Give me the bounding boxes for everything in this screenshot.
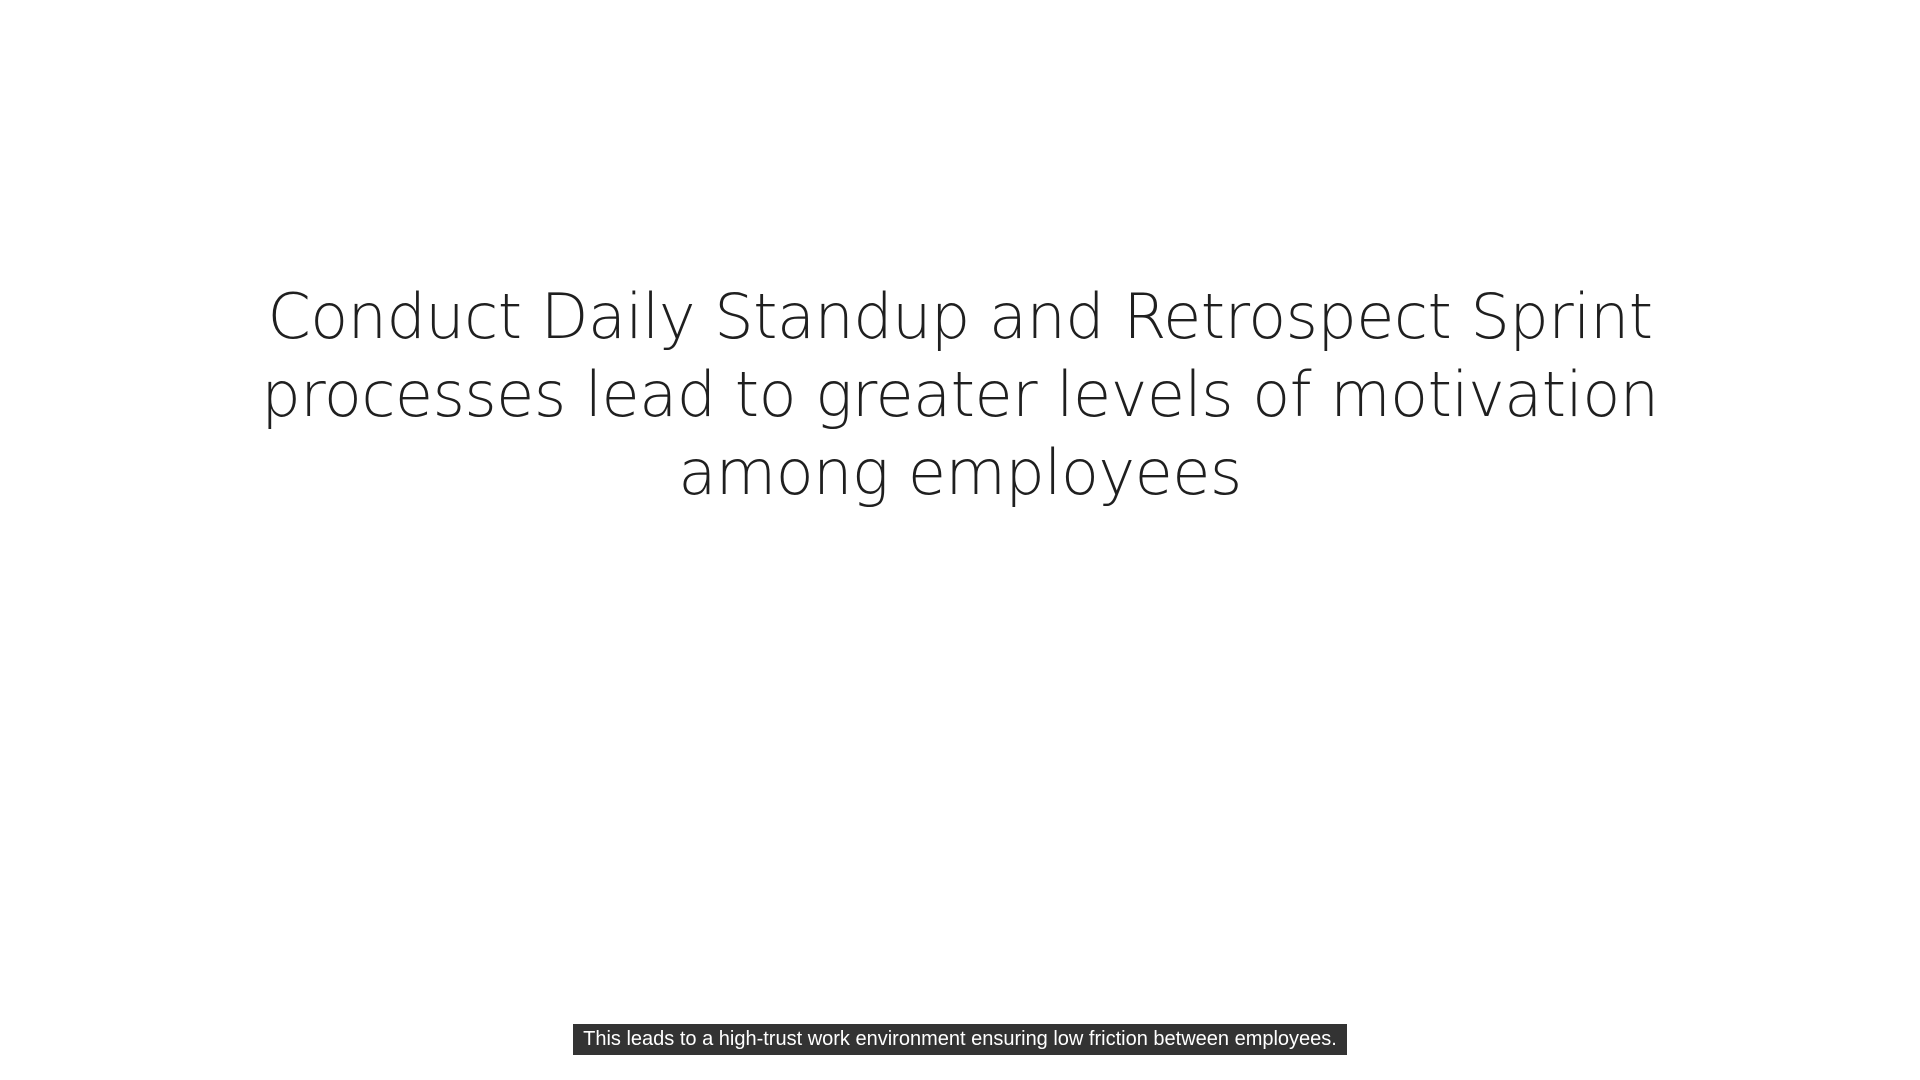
caption-bar: This leads to a high-trust work environm…	[0, 1024, 1920, 1055]
subtitle-caption: This leads to a high-trust work environm…	[573, 1024, 1347, 1055]
slide-title: Conduct Daily Standup and Retrospect Spr…	[261, 280, 1659, 509]
